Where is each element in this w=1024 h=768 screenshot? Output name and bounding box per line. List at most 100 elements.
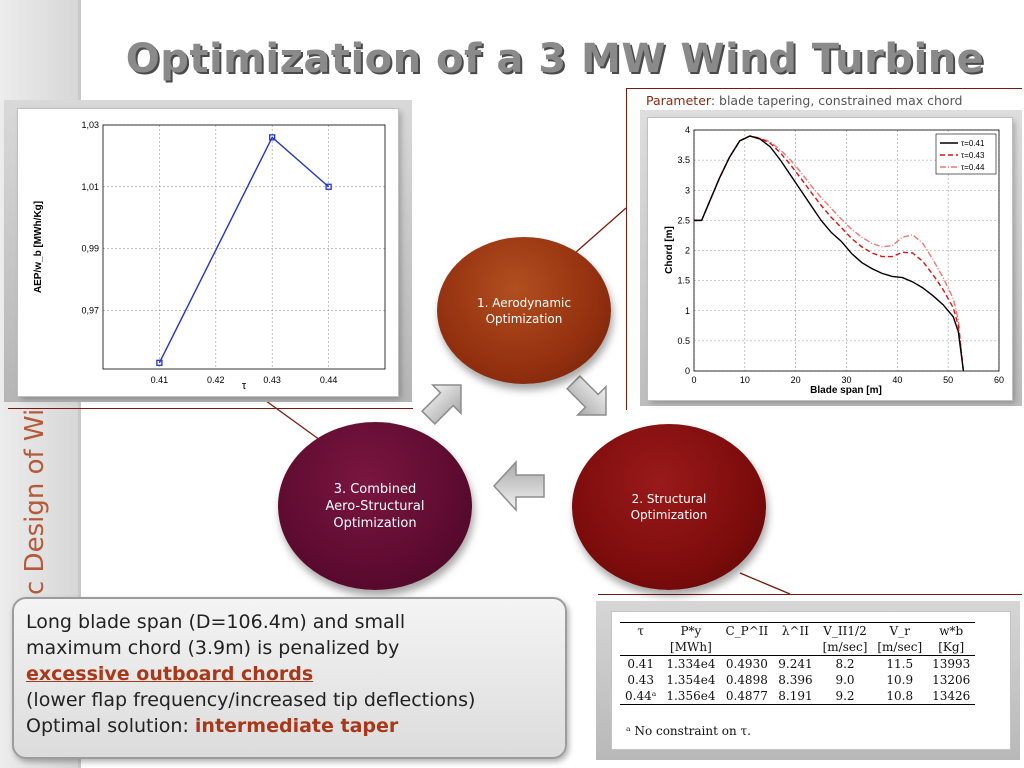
table-row: 0.43 1.354e4 0.4898 8.396 9.0 10.9 13206 xyxy=(620,672,975,688)
unit-power: [MWh] xyxy=(670,640,712,654)
y-tick-label: 1.5 xyxy=(677,276,690,286)
unit-v-half: [m/sec] xyxy=(822,640,868,654)
header-vr: V_r xyxy=(889,624,910,638)
x-tick-label: 40 xyxy=(892,375,902,385)
unit-cp xyxy=(720,639,773,656)
x-tick-label: 60 xyxy=(994,375,1004,385)
header-power: P*y xyxy=(680,624,702,638)
legend-entry: τ=0.43 xyxy=(961,151,985,160)
table-cell: 0.4898 xyxy=(725,673,768,687)
x-tick-label: 0.43 xyxy=(263,375,281,385)
unit-vr: [m/sec] xyxy=(877,640,923,654)
left-chart-ylabel: AEP/w_b [MWh/Kg] xyxy=(33,201,44,293)
step1-line2: Optimization xyxy=(485,311,563,326)
series-line-τ=0.41 xyxy=(694,135,965,372)
parameter-text: : blade tapering, constrained max chord xyxy=(710,93,963,108)
table-units-row: [MWh] [m/sec] [m/sec] [Kg] xyxy=(620,639,976,656)
connector-line-bottom xyxy=(598,594,1022,595)
table-cell: 10.8 xyxy=(886,689,914,703)
table-cell: 1.354e4 xyxy=(666,673,716,687)
y-tick-label: 0 xyxy=(685,366,690,376)
table-cell: 10.9 xyxy=(886,673,914,687)
y-tick-label: 4 xyxy=(685,125,690,135)
connector-line-top-h xyxy=(626,88,1022,89)
table-cell: 13993 xyxy=(932,657,971,671)
connector-line-top xyxy=(626,88,627,410)
data-point xyxy=(156,359,163,366)
y-tick-label: 1,01 xyxy=(81,182,99,192)
x-tick-label: 10 xyxy=(740,375,750,385)
data-point xyxy=(269,134,276,141)
y-tick-label: 0,99 xyxy=(81,244,99,254)
table-cell: 8.191 xyxy=(778,689,813,703)
arrow-step2-to-step3 xyxy=(492,460,545,512)
summary-line-5-prefix: Optimal solution: xyxy=(26,715,195,737)
x-tick-label: 0.41 xyxy=(151,375,169,385)
step3-line3: Optimization xyxy=(333,515,417,531)
arrow-step3-to-step1 xyxy=(421,384,462,425)
step1-line1: 1. Aerodynamic xyxy=(477,295,571,310)
results-table-panel: τ P*y C_P^II λ^II V_II1/2 V_r w*b [MWh] … xyxy=(612,612,1010,749)
unit-lambda xyxy=(773,639,817,656)
step3-line1: 3. Combined xyxy=(333,481,417,497)
header-wb: w*b xyxy=(939,624,964,638)
right-chart-ylabel: Chord [m] xyxy=(664,226,675,274)
right-chart-xlabel: Blade span [m] xyxy=(810,385,882,396)
summary-textbox: Long blade span (D=106.4m) and small max… xyxy=(12,597,567,759)
table-cell: 9.2 xyxy=(835,689,855,703)
table-cell: 13426 xyxy=(932,689,971,703)
table-footnote: ᵃ No constraint on τ. xyxy=(626,724,751,738)
step3-line2: Aero-Structural xyxy=(325,498,425,514)
table-cell: 9.0 xyxy=(835,673,855,687)
step-combined-optimization: 3. Combined Aero-Structural Optimization xyxy=(278,422,472,590)
left-chart-xlabel: τ xyxy=(242,380,247,392)
table-cell: 9.241 xyxy=(778,657,813,671)
y-tick-label: 0,97 xyxy=(81,305,99,315)
table-cell: 0.4930 xyxy=(725,657,768,671)
x-tick-label: 0.44 xyxy=(320,375,338,385)
unit-tau xyxy=(620,639,661,656)
x-tick-label: 30 xyxy=(841,375,851,385)
right-chart-panel: 0 10 20 30 40 50 60 0 0.5 1 1.5 2 2.5 3 3.5 4 τ=0.41 τ=0… xyxy=(648,118,1012,400)
x-tick-label: 50 xyxy=(943,375,953,385)
aep-series-line xyxy=(158,136,330,364)
table-row: 0.44ᵃ 1.356e4 0.4877 8.191 9.2 10.8 13426 xyxy=(620,688,976,705)
x-tick-label: 0 xyxy=(691,375,696,385)
header-cp: C_P^II xyxy=(725,624,769,638)
x-tick-label: 0.42 xyxy=(207,375,225,385)
table-cell: 0.43 xyxy=(627,673,655,687)
table-cell: 0.44ᵃ xyxy=(625,689,657,703)
y-tick-label: 2 xyxy=(685,246,690,256)
left-chart-panel: 0.41 0.42 0.43 0.44 0,97 0,99 1,01 1,03 τ AEP/w… xyxy=(18,109,398,396)
step-structural-optimization: 2. Structural Optimization xyxy=(572,424,766,590)
summary-line-4: (lower flap frequency/increased tip defl… xyxy=(26,689,476,711)
table-cell: 8.396 xyxy=(778,673,813,687)
table-cell: 0.41 xyxy=(627,657,655,671)
step-aerodynamic-optimization: 1. Aerodynamic Optimization xyxy=(437,237,611,384)
y-tick-label: 2.5 xyxy=(677,215,690,225)
parameter-label: Parameter xyxy=(646,93,711,108)
chord-vs-span-chart: 0 10 20 30 40 50 60 0 0.5 1 1.5 2 2.5 3 3.5 4 τ=0.41 τ=0… xyxy=(664,125,1004,396)
table-row: 0.41 1.334e4 0.4930 9.241 8.2 11.5 13993 xyxy=(620,656,975,673)
y-tick-label: 1 xyxy=(685,306,690,316)
header-tau: τ xyxy=(637,624,644,638)
table-header-row: τ P*y C_P^II λ^II V_II1/2 V_r w*b xyxy=(620,622,976,640)
step2-line2: Optimization xyxy=(630,508,708,522)
y-tick-label: 3 xyxy=(685,185,690,195)
summary-line-1: Long blade span (D=106.4m) and small xyxy=(26,611,406,633)
table-cell: 1.356e4 xyxy=(666,689,716,703)
table-cell: 11.5 xyxy=(886,657,914,671)
header-v-half: V_II1/2 xyxy=(823,624,867,638)
legend-entry: τ=0.44 xyxy=(961,163,985,172)
y-tick-label: 3.5 xyxy=(677,155,690,165)
step2-line1: 2. Structural xyxy=(631,492,707,506)
table-cell: 0.4877 xyxy=(725,689,768,703)
data-point xyxy=(325,183,332,190)
slide-title: Optimization of a 3 MW Wind Turbine xyxy=(125,36,985,82)
summary-line-2: maximum chord (3.9m) is penalized by xyxy=(26,637,400,659)
parameter-caption: Parameter: blade tapering, constrained m… xyxy=(646,93,962,108)
arrow-step1-to-step2 xyxy=(566,375,607,416)
y-tick-label: 1,03 xyxy=(81,120,99,130)
